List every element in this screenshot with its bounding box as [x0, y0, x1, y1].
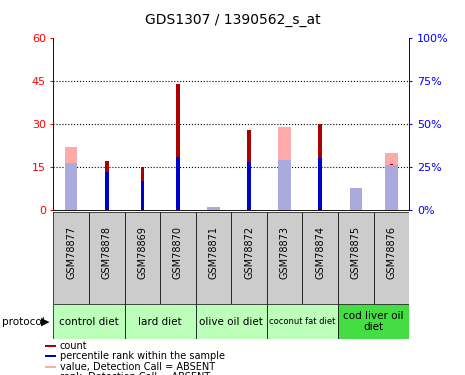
Bar — [390, 164, 393, 210]
Bar — [319, 158, 322, 210]
Bar — [125, 304, 196, 339]
Bar — [46, 345, 56, 347]
Bar — [46, 366, 56, 368]
Bar — [176, 156, 180, 210]
Bar — [105, 172, 109, 210]
Text: GSM78876: GSM78876 — [386, 226, 397, 279]
Bar — [125, 212, 160, 304]
Bar — [385, 153, 398, 210]
Bar — [247, 162, 251, 210]
Text: GSM78875: GSM78875 — [351, 226, 361, 279]
Bar — [319, 124, 322, 210]
Bar — [338, 304, 409, 339]
Bar — [140, 167, 144, 210]
Text: count: count — [60, 341, 87, 351]
Bar — [207, 207, 220, 210]
Bar — [46, 356, 56, 357]
Bar — [160, 212, 196, 304]
Bar — [267, 212, 303, 304]
Text: GSM78871: GSM78871 — [208, 226, 219, 279]
Text: GSM78872: GSM78872 — [244, 226, 254, 279]
Text: olive oil diet: olive oil diet — [199, 316, 263, 327]
Bar — [65, 164, 78, 210]
Text: GSM78869: GSM78869 — [137, 226, 147, 279]
Bar — [53, 212, 89, 304]
Text: GSM78878: GSM78878 — [102, 226, 112, 279]
Text: ▶: ▶ — [41, 316, 49, 327]
Bar — [176, 84, 180, 210]
Text: cod liver oil
diet: cod liver oil diet — [343, 311, 404, 332]
Bar — [374, 212, 409, 304]
Text: rank, Detection Call = ABSENT: rank, Detection Call = ABSENT — [60, 372, 210, 375]
Bar — [207, 207, 220, 210]
Bar — [196, 304, 267, 339]
Text: percentile rank within the sample: percentile rank within the sample — [60, 351, 225, 361]
Text: GSM78874: GSM78874 — [315, 226, 326, 279]
Bar — [279, 160, 291, 210]
Bar — [196, 212, 232, 304]
Text: GDS1307 / 1390562_s_at: GDS1307 / 1390562_s_at — [145, 13, 320, 27]
Bar — [279, 127, 291, 210]
Bar — [65, 147, 78, 210]
Text: value, Detection Call = ABSENT: value, Detection Call = ABSENT — [60, 362, 215, 372]
Text: coconut fat diet: coconut fat diet — [269, 317, 336, 326]
Bar — [53, 304, 125, 339]
Bar — [89, 212, 125, 304]
Text: protocol: protocol — [2, 316, 45, 327]
Bar — [385, 165, 398, 210]
Text: GSM78873: GSM78873 — [279, 226, 290, 279]
Bar — [350, 188, 362, 210]
Text: GSM78870: GSM78870 — [173, 226, 183, 279]
Bar — [350, 198, 362, 210]
Bar — [105, 161, 109, 210]
Text: lard diet: lard diet — [139, 316, 182, 327]
Bar — [303, 212, 338, 304]
Bar — [267, 304, 338, 339]
Bar — [232, 212, 267, 304]
Text: GSM78877: GSM78877 — [66, 226, 76, 279]
Bar — [338, 212, 374, 304]
Bar — [140, 181, 144, 210]
Text: control diet: control diet — [59, 316, 119, 327]
Bar — [247, 129, 251, 210]
